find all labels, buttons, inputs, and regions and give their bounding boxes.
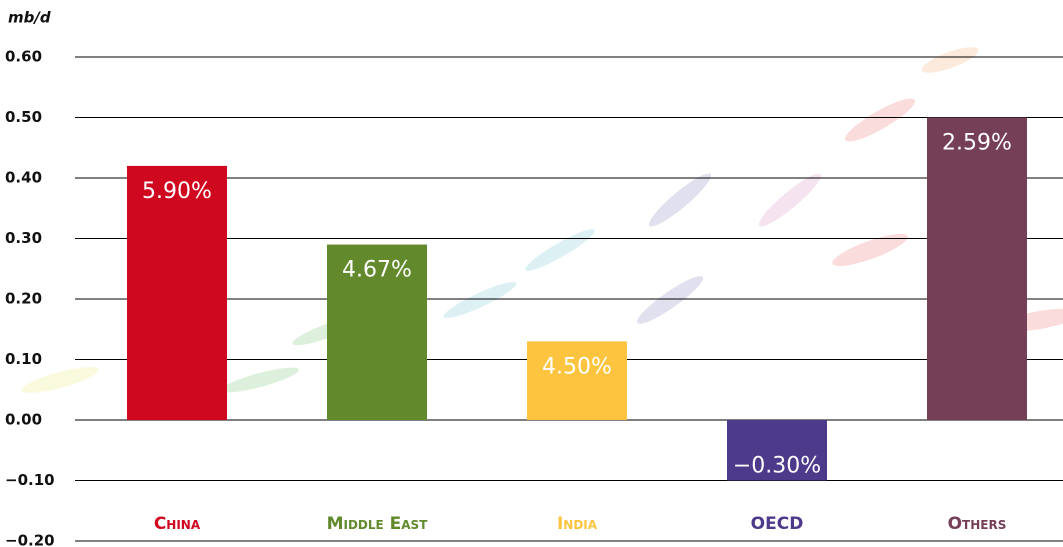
y-tick-label: 0.20 bbox=[5, 290, 42, 308]
x-tick-label: Others bbox=[948, 514, 1007, 534]
x-tick-label: OECD bbox=[751, 514, 804, 534]
y-tick-label: 0.30 bbox=[5, 229, 42, 247]
bar bbox=[127, 165, 227, 420]
y-tick-label: 0.00 bbox=[5, 411, 42, 429]
bar-annotation: 2.59% bbox=[942, 131, 1012, 156]
bar-annotation: 5.90% bbox=[142, 179, 212, 204]
y-tick-label: −0.20 bbox=[5, 532, 55, 547]
y-tick-label: −0.10 bbox=[5, 471, 55, 489]
y-tick-label: 0.60 bbox=[5, 48, 42, 66]
bar bbox=[927, 117, 1027, 420]
bar bbox=[327, 244, 427, 420]
x-tick-label: India bbox=[557, 514, 598, 534]
bar-annotation: 4.67% bbox=[342, 258, 412, 283]
bar-annotation: −0.30% bbox=[733, 454, 821, 479]
y-tick-label: 0.40 bbox=[5, 169, 42, 187]
bar bbox=[527, 341, 627, 420]
bar-annotation: 4.50% bbox=[542, 354, 612, 379]
y-axis-label: mb/d bbox=[8, 9, 51, 27]
y-tick-label: 0.10 bbox=[5, 350, 42, 368]
bar bbox=[727, 420, 827, 481]
x-tick-label: China bbox=[154, 514, 201, 534]
y-tick-label: 0.50 bbox=[5, 108, 42, 126]
x-tick-label: Middle East bbox=[327, 514, 429, 534]
